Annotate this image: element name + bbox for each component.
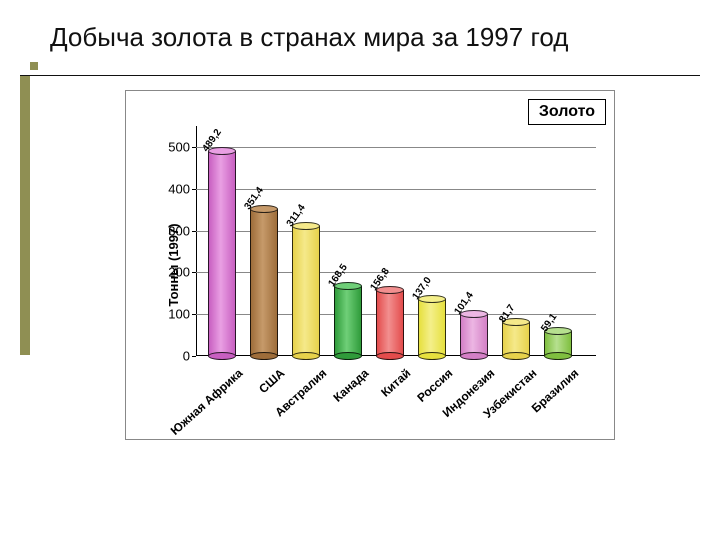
- bar: 101,4: [460, 314, 488, 356]
- title-bullet: [30, 62, 38, 70]
- slide: Добыча золота в странах мира за 1997 год…: [0, 0, 720, 540]
- gridline: [196, 147, 596, 148]
- y-tick-label: 300: [168, 223, 190, 238]
- y-tick-label: 500: [168, 139, 190, 154]
- bar-body: [376, 290, 404, 356]
- chart-frame: Золото Тонны (1997) 0100200300400500489,…: [125, 90, 615, 440]
- bar-body: [334, 286, 362, 356]
- bar-bottom-ellipse: [376, 352, 404, 360]
- y-tick-label: 0: [183, 349, 190, 364]
- bar-bottom-ellipse: [460, 352, 488, 360]
- y-tick: [192, 147, 196, 148]
- bar: 81,7: [502, 322, 530, 356]
- bar-bottom-ellipse: [418, 352, 446, 360]
- bar-body: [418, 299, 446, 356]
- bar-body: [460, 314, 488, 356]
- bar: 351,4: [250, 209, 278, 356]
- bar: 156,8: [376, 290, 404, 356]
- left-accent-bar: [20, 75, 30, 355]
- y-tick: [192, 189, 196, 190]
- bar: 168,5: [334, 286, 362, 356]
- bar-bottom-ellipse: [208, 352, 236, 360]
- x-tick-label: Китай: [378, 366, 413, 400]
- y-tick-label: 400: [168, 181, 190, 196]
- plot-area: 0100200300400500489,2Южная Африка351,4СШ…: [196, 126, 596, 356]
- y-tick: [192, 272, 196, 273]
- x-tick-label: Канада: [331, 366, 372, 405]
- bar-body: [208, 151, 236, 356]
- bar-bottom-ellipse: [544, 352, 572, 360]
- y-tick: [192, 231, 196, 232]
- y-tick: [192, 314, 196, 315]
- title-underline: [20, 75, 700, 76]
- bar-bottom-ellipse: [334, 352, 362, 360]
- y-tick: [192, 356, 196, 357]
- bar: 59,1: [544, 331, 572, 356]
- bar-bottom-ellipse: [502, 352, 530, 360]
- bar-body: [502, 322, 530, 356]
- y-tick-label: 100: [168, 307, 190, 322]
- bar: 311,4: [292, 226, 320, 356]
- bar-body: [292, 226, 320, 356]
- x-tick-label: Южная Африка: [168, 366, 246, 438]
- y-tick-label: 200: [168, 265, 190, 280]
- chart-legend: Золото: [528, 99, 606, 125]
- slide-title: Добыча золота в странах мира за 1997 год: [50, 22, 690, 53]
- bar-body: [250, 209, 278, 356]
- bar: 489,2: [208, 151, 236, 356]
- bar: 137,0: [418, 299, 446, 356]
- bar-bottom-ellipse: [250, 352, 278, 360]
- bar-bottom-ellipse: [292, 352, 320, 360]
- x-tick-label: США: [256, 366, 287, 396]
